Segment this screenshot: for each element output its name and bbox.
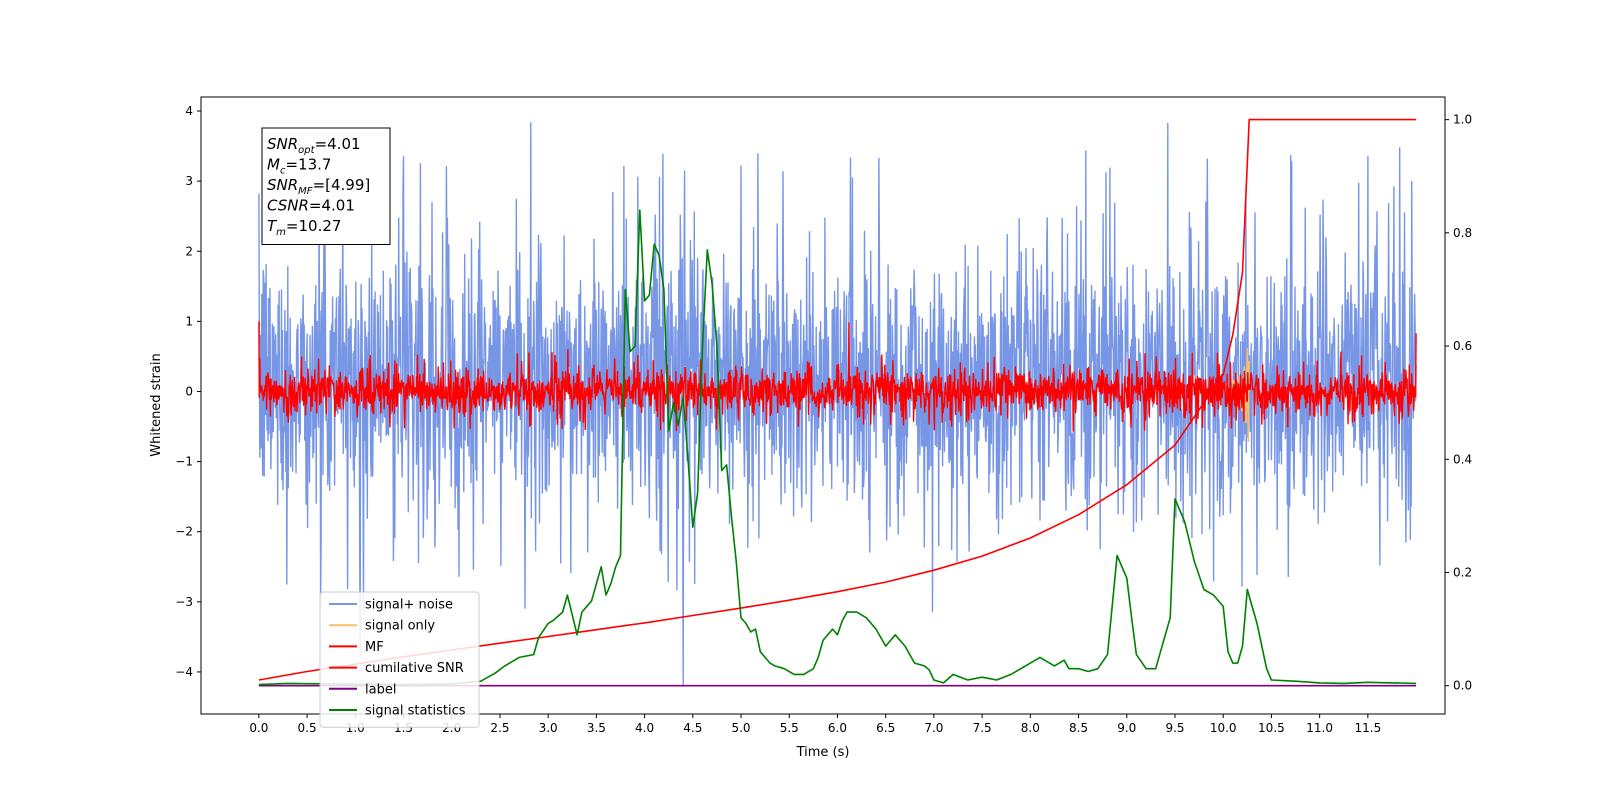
x-axis: 0.0 0.5 1.0 1.5 2.0 2.5 3.0 3.5 4.0 4.5 5.0 5.5 6.0 6… — [249, 714, 1381, 735]
x-tick-label: 7.5 — [973, 721, 992, 735]
annotation-line: Tm=10.27 — [267, 217, 341, 238]
legend: signal+ noise signal only MF cumilative SNR… — [319, 591, 480, 728]
x-tick-label: 0.0 — [249, 721, 268, 735]
annotation-line: SNRopt=4.01 — [267, 135, 361, 156]
x-tick-label: 3.5 — [587, 721, 606, 735]
y-tick-label: 4 — [185, 104, 193, 118]
annotation-symbol: T — [267, 217, 278, 235]
x-tick-label: 0.5 — [298, 721, 317, 735]
legend-label: MF — [365, 640, 384, 655]
annotation-value: =13.7 — [285, 156, 331, 174]
series-line-5 — [258, 209, 1417, 686]
x-tick-label: 11.0 — [1306, 721, 1333, 735]
x-tick-label: 10.0 — [1210, 721, 1237, 735]
annotation-line: CSNR=4.01 — [267, 197, 355, 215]
legend-label: signal statistics — [365, 704, 466, 719]
y-right-tick-label: 1.0 — [1453, 113, 1472, 127]
annotation-value: =4.01 — [309, 197, 355, 215]
x-tick-label: 5.0 — [731, 721, 750, 735]
legend-label: label — [365, 682, 396, 697]
annotation-subscript: m — [276, 227, 286, 238]
y-right-tick-label: 0.0 — [1453, 679, 1472, 693]
y-tick-label: 0 — [185, 384, 193, 398]
x-tick-label: 6.5 — [876, 721, 895, 735]
x-tick-label: 5.5 — [780, 721, 799, 735]
x-tick-label: 3.0 — [539, 721, 558, 735]
x-tick-label: 11.5 — [1354, 721, 1381, 735]
x-tick-label: 7.0 — [924, 721, 943, 735]
x-tick-label: 10.5 — [1258, 721, 1285, 735]
annotation-symbol: M — [267, 156, 280, 174]
x-tick-label: 8.0 — [1021, 721, 1040, 735]
y-right-tick-label: 0.6 — [1453, 339, 1472, 353]
annotation-symbol: CSNR — [267, 197, 309, 215]
legend-label: cumilative SNR — [365, 661, 464, 676]
series-line-0 — [258, 122, 1417, 686]
annotation-box: SNRopt=4.01Mc=13.7SNRMF=[4.99]CSNR=4.01T… — [261, 127, 391, 245]
y-axis-label: Whitened strain — [149, 353, 164, 456]
y-tick-label: −4 — [175, 665, 193, 679]
annotation-symbol: SNR — [267, 176, 298, 194]
legend-label: signal+ noise — [365, 598, 453, 613]
annotation-value: =4.01 — [315, 135, 361, 153]
annotation-subscript: c — [280, 166, 286, 177]
x-axis-label: Time (s) — [796, 745, 850, 760]
x-tick-label: 9.5 — [1165, 721, 1184, 735]
series-line-2 — [258, 321, 1417, 432]
x-tick-label: 8.5 — [1069, 721, 1088, 735]
annotation-frame — [261, 127, 391, 245]
annotation-subscript: opt — [298, 145, 315, 156]
annotation-symbol: SNR — [267, 135, 298, 153]
x-tick-label: 4.5 — [683, 721, 702, 735]
y-right-tick-label: 0.4 — [1453, 452, 1472, 466]
y-right-tick-label: 0.2 — [1453, 565, 1472, 579]
x-tick-label: 6.0 — [828, 721, 847, 735]
y-axis-right: 0.0 0.2 0.4 0.6 0.8 1.0 — [1445, 113, 1472, 693]
y-tick-label: −3 — [175, 595, 193, 609]
annotation-value: =10.27 — [286, 217, 342, 235]
legend-frame — [319, 591, 480, 728]
annotation-subscript: MF — [298, 186, 313, 197]
y-right-tick-label: 0.8 — [1453, 226, 1472, 240]
plot-frame — [200, 96, 1446, 715]
annotation-value: =[4.99] — [313, 176, 371, 194]
y-tick-label: −2 — [175, 525, 193, 539]
x-tick-label: 2.5 — [490, 721, 509, 735]
x-tick-label: 9.0 — [1117, 721, 1136, 735]
y-axis-left: −4 −3 −2 −1 0 1 2 3 4 — [175, 104, 201, 679]
annotation-line: Mc=13.7 — [267, 156, 331, 177]
y-tick-label: 1 — [185, 314, 193, 328]
x-tick-label: 4.0 — [635, 721, 654, 735]
y-tick-label: −1 — [175, 455, 193, 469]
legend-label: signal only — [365, 619, 435, 634]
y-tick-label: 3 — [185, 174, 193, 188]
y-tick-label: 2 — [185, 244, 193, 258]
annotation-line: SNRMF=[4.99] — [267, 176, 370, 197]
